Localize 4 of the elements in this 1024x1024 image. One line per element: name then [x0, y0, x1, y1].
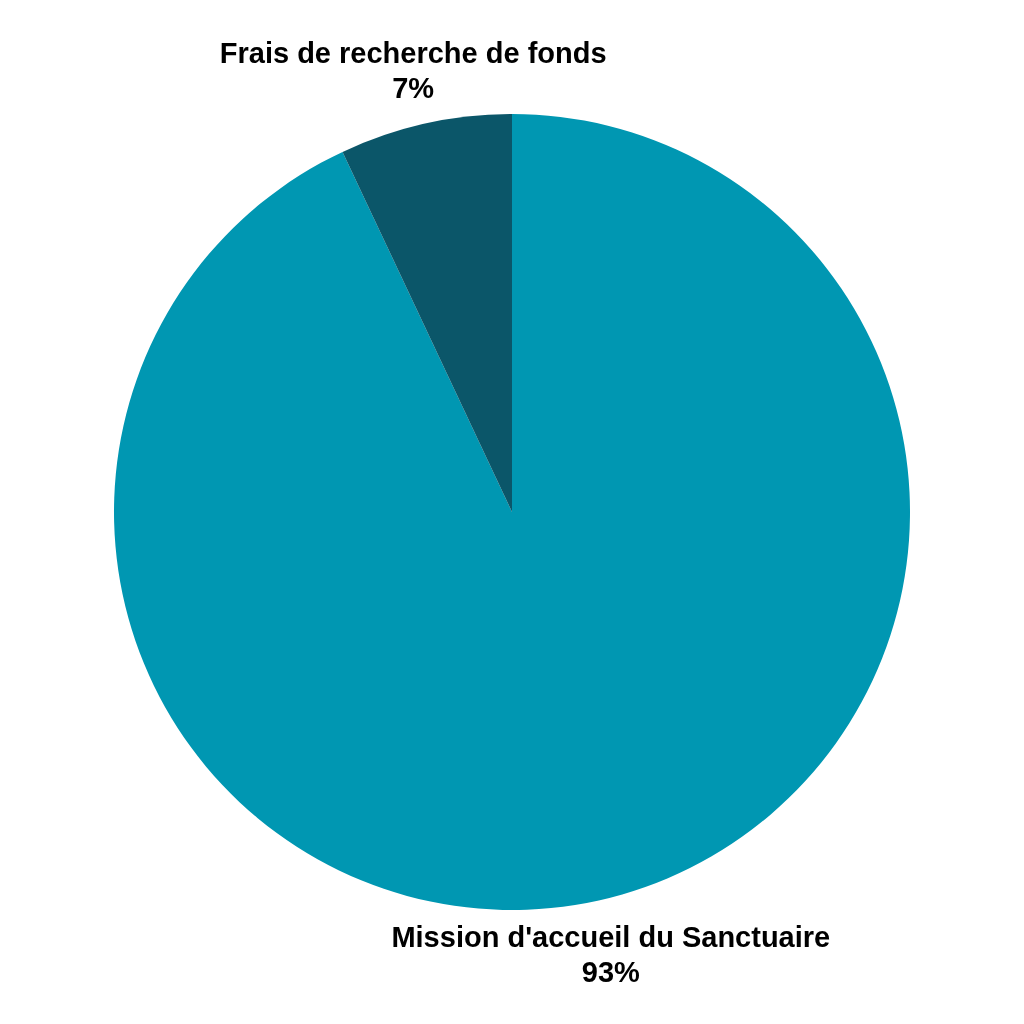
slice-label: Mission d'accueil du Sanctuaire	[391, 921, 831, 954]
data-label: 7%	[392, 71, 435, 104]
slice-label: Frais de recherche de fonds	[219, 36, 607, 69]
data-label: 93%	[581, 956, 641, 989]
